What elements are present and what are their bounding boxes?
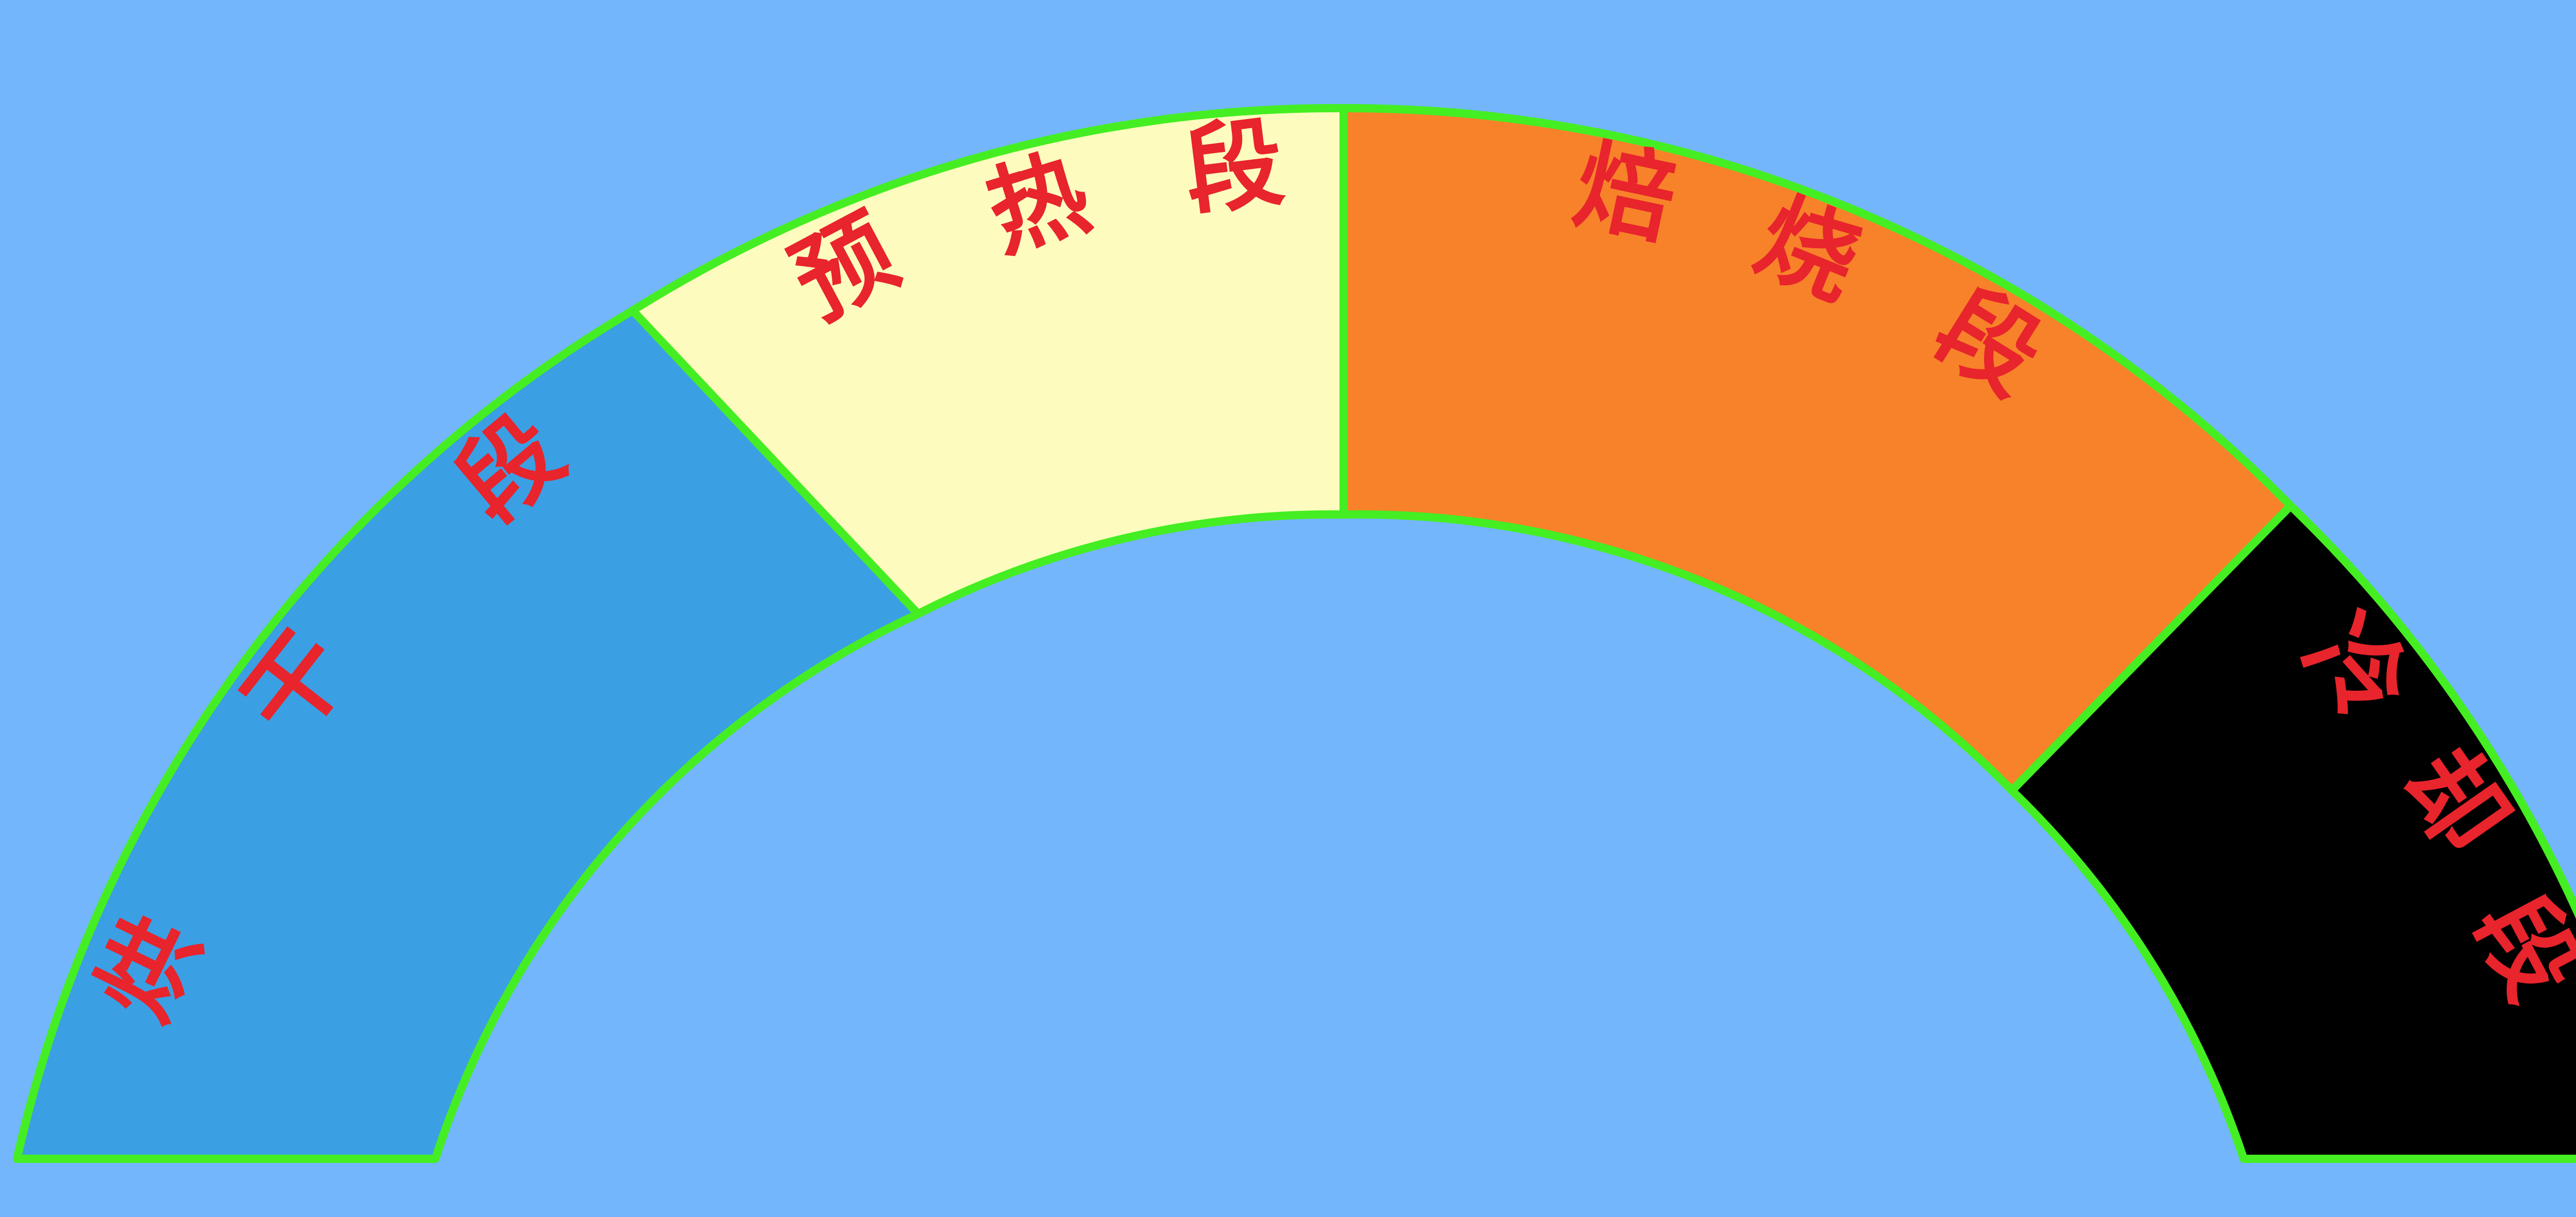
preheat-label-char-3: 段 [1178, 105, 1290, 230]
